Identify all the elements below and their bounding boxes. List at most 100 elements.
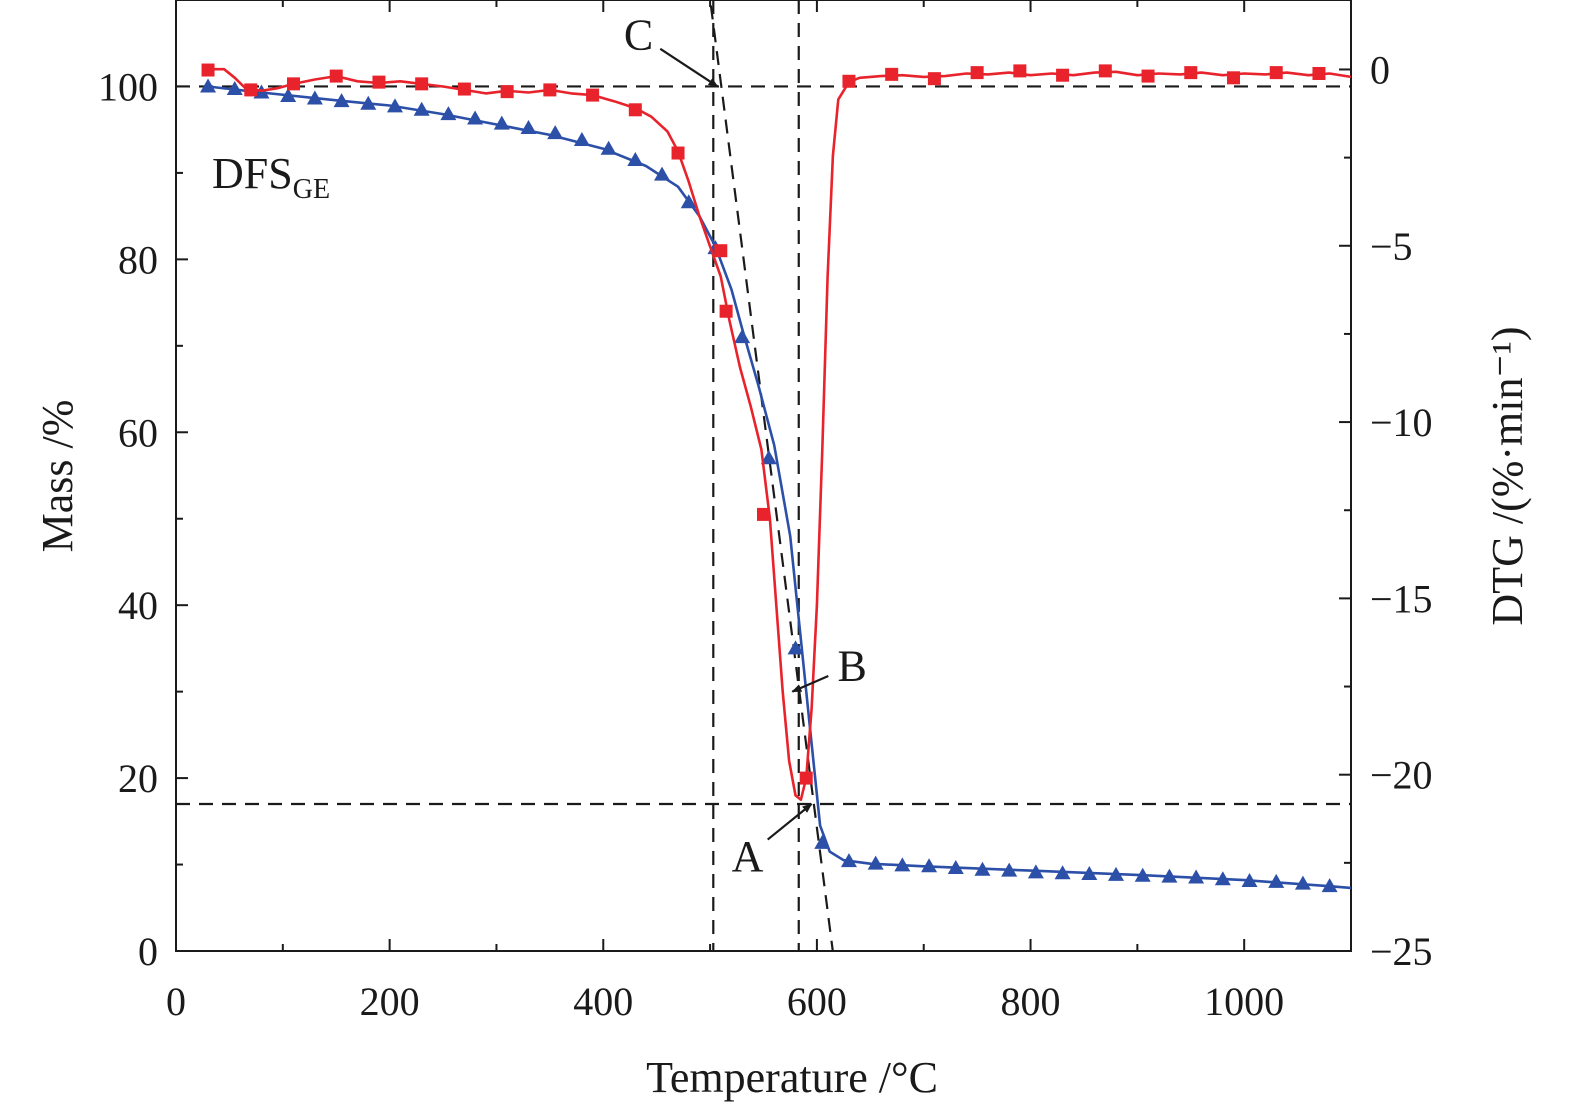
mass-point: [787, 640, 804, 655]
dtg-point: [1269, 66, 1283, 80]
dtg-curve: [208, 67, 1351, 801]
y-right-tick-label: −10: [1370, 400, 1433, 445]
plot-frame: [175, 0, 1352, 952]
mass-point: [760, 450, 777, 465]
mass-point: [520, 119, 537, 134]
mass-point: [894, 857, 911, 872]
mass-point: [1108, 866, 1124, 881]
y-left-tick-label: 40: [118, 583, 158, 628]
sample-label: DFSGE: [212, 149, 330, 205]
dtg-point: [1227, 71, 1240, 85]
mass-point: [974, 861, 991, 876]
dtg-point: [970, 66, 984, 80]
mass-point: [680, 194, 697, 209]
mass-point: [1001, 862, 1018, 877]
guide-lines: [176, 0, 1351, 952]
mass-point: [360, 95, 377, 110]
mass-point: [1054, 865, 1071, 880]
dtg-point: [628, 103, 642, 117]
annotation-label: C: [624, 11, 653, 60]
y-left-tick-label: 60: [118, 410, 158, 455]
dtg-point: [1056, 68, 1070, 82]
mass-point: [600, 140, 617, 155]
dtg-point: [1098, 64, 1112, 78]
dtg-point: [1184, 66, 1198, 80]
y-left-tick-label: 20: [118, 756, 158, 801]
dtg-point: [500, 85, 514, 99]
dtg-point: [842, 74, 856, 88]
mass-point: [1214, 871, 1231, 886]
dtg-point: [415, 77, 429, 91]
dtg-point: [1013, 64, 1027, 78]
mass-point: [1294, 875, 1311, 890]
mass-point: [440, 106, 457, 121]
x-tick-label: 1000: [1204, 979, 1284, 1024]
y-axis-title-left: Mass /%: [33, 400, 82, 553]
dtg-point: [714, 244, 728, 258]
dtg-point: [287, 77, 300, 91]
mass-point: [947, 860, 964, 875]
annotation-label: A: [732, 832, 764, 881]
annotation-arrow: [659, 47, 719, 88]
mass-curve: [207, 85, 1351, 890]
mass-point: [1268, 873, 1285, 888]
mass-point: [867, 855, 884, 870]
tangent-line: [709, 0, 835, 952]
mass-point: [306, 90, 323, 105]
y-left-tick-label: 100: [98, 64, 158, 109]
dtg-point: [927, 72, 941, 86]
mass-point: [333, 93, 350, 108]
mass-point: [1161, 868, 1178, 883]
mass-point: [921, 858, 938, 873]
dtg-point: [885, 67, 899, 81]
mass-point: [840, 853, 857, 868]
mass-point: [386, 98, 403, 113]
dtg-point: [201, 63, 215, 77]
y-right-tick-label: −25: [1370, 929, 1433, 974]
dtg-point: [457, 82, 471, 96]
mass-point: [1134, 867, 1151, 882]
x-tick-label: 0: [166, 979, 186, 1024]
dtg-point: [329, 69, 343, 83]
annotation-arrow: [791, 675, 829, 693]
annotations: C B A: [624, 11, 867, 881]
dtg-point: [1141, 69, 1155, 83]
mass-point: [627, 151, 644, 166]
x-tick-label: 800: [1001, 979, 1061, 1024]
series-layer: [200, 63, 1351, 893]
annotation-label: B: [837, 642, 866, 691]
mass-point: [547, 125, 564, 140]
y-right-tick-label: 0: [1370, 47, 1390, 92]
mass-point: [654, 166, 671, 181]
y-right-tick-label: −15: [1370, 576, 1433, 621]
mass-point: [1241, 872, 1258, 887]
dtg-point: [586, 88, 600, 102]
dtg-point: [799, 771, 813, 785]
mass-point: [573, 132, 590, 147]
dtg-point: [372, 75, 386, 89]
y-axis-title-right: DTG /(%·min⁻¹): [1483, 326, 1532, 625]
x-axis-title: Temperature /°C: [646, 1053, 938, 1102]
mass-point: [226, 81, 243, 96]
mass-point: [1027, 864, 1044, 879]
mass-point: [493, 115, 510, 130]
mass-point: [1188, 869, 1205, 884]
x-tick-label: 200: [360, 979, 420, 1024]
mass-point: [413, 101, 430, 116]
dtg-point: [719, 304, 733, 318]
x-tick-label: 400: [573, 979, 633, 1024]
dtg-point: [1312, 66, 1326, 80]
mass-point: [1321, 878, 1338, 893]
mass-point: [1081, 866, 1098, 881]
mass-point: [467, 110, 484, 125]
y-left-tick-label: 80: [118, 237, 158, 282]
mass-point: [280, 87, 297, 102]
y-left-tick-label: 0: [138, 929, 158, 974]
annotation-arrow: [766, 803, 813, 841]
x-tick-label: 600: [787, 979, 847, 1024]
mass-point: [200, 78, 217, 93]
y-right-tick-label: −5: [1370, 224, 1413, 269]
dtg-point: [671, 146, 685, 160]
